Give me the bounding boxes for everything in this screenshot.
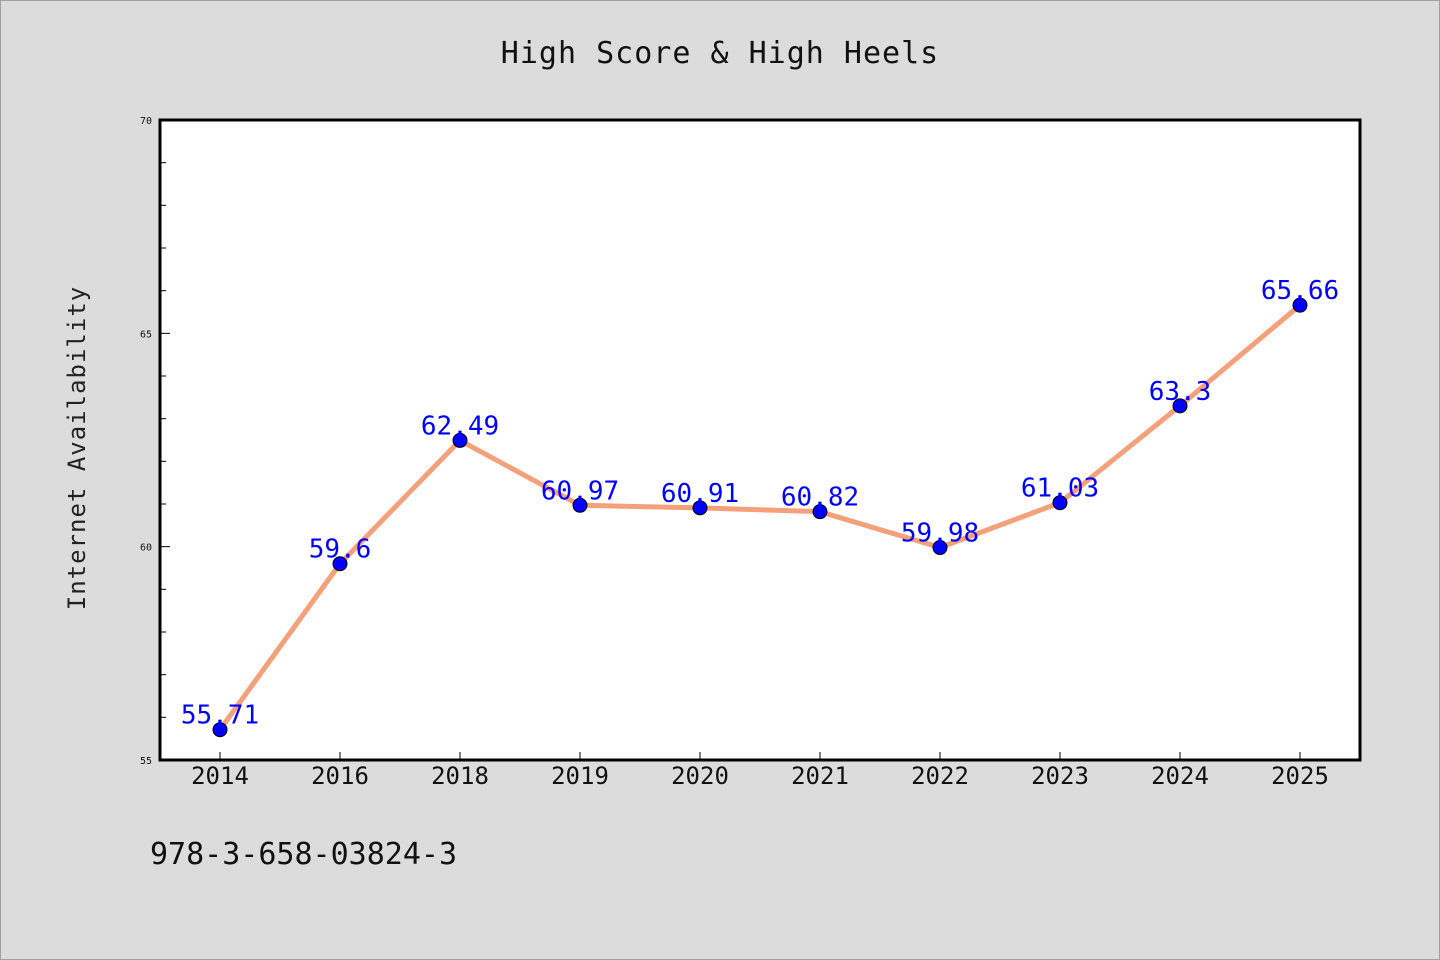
y-tick-label: 65 (140, 329, 152, 340)
data-label: 65.66 (1261, 276, 1339, 306)
plot-area (160, 120, 1360, 760)
data-label: 61.03 (1021, 474, 1099, 504)
data-label: 59.98 (901, 519, 979, 549)
chart-title: High Score & High Heels (501, 36, 939, 71)
data-point (452, 432, 468, 448)
x-tick-label: 2014 (191, 762, 249, 790)
series-line-group (217, 302, 1303, 733)
x-tick-label: 2019 (551, 762, 609, 790)
series-markers-group (212, 297, 1308, 738)
data-point (932, 540, 948, 556)
isbn-text: 978-3-658-03824-3 (150, 837, 457, 872)
x-tick-label: 2022 (911, 762, 969, 790)
data-label: 59.6 (309, 535, 372, 565)
data-label: 63.3 (1149, 377, 1212, 407)
data-point (812, 504, 828, 520)
x-tick-label: 2016 (311, 762, 369, 790)
data-label: 55.71 (181, 701, 259, 731)
data-label: 60.97 (541, 476, 619, 506)
x-tick-label: 2018 (431, 762, 489, 790)
x-tick-label: 2024 (1151, 762, 1209, 790)
y-tick-label: 55 (140, 756, 152, 767)
data-point (1172, 398, 1188, 414)
series-line (217, 302, 1303, 733)
data-label: 60.82 (781, 483, 859, 513)
plot-frame (158, 118, 1362, 762)
data-label: 62.49 (421, 411, 499, 441)
data-point (332, 556, 348, 572)
x-axis-ticks: 2014 2016 2018 2019 2020 2021 2022 2023 2024 2025 (191, 752, 1329, 790)
data-point (572, 497, 588, 513)
data-label: 60.91 (661, 479, 739, 509)
y-axis-label: Internet Availability (63, 286, 91, 610)
x-tick-label: 2020 (671, 762, 729, 790)
y-tick-label: 60 (140, 543, 152, 554)
x-tick-label: 2025 (1271, 762, 1329, 790)
y-tick-label: 70 (140, 116, 152, 127)
data-point (1292, 297, 1308, 313)
data-point (212, 722, 228, 738)
x-tick-label: 2021 (791, 762, 849, 790)
data-point (692, 500, 708, 516)
data-labels-group: 55.71 59.6 62.49 60.97 60.91 60.82 59.98 61.03 6… (181, 276, 1339, 731)
x-tick-label: 2023 (1031, 762, 1089, 790)
data-point (1052, 495, 1068, 511)
